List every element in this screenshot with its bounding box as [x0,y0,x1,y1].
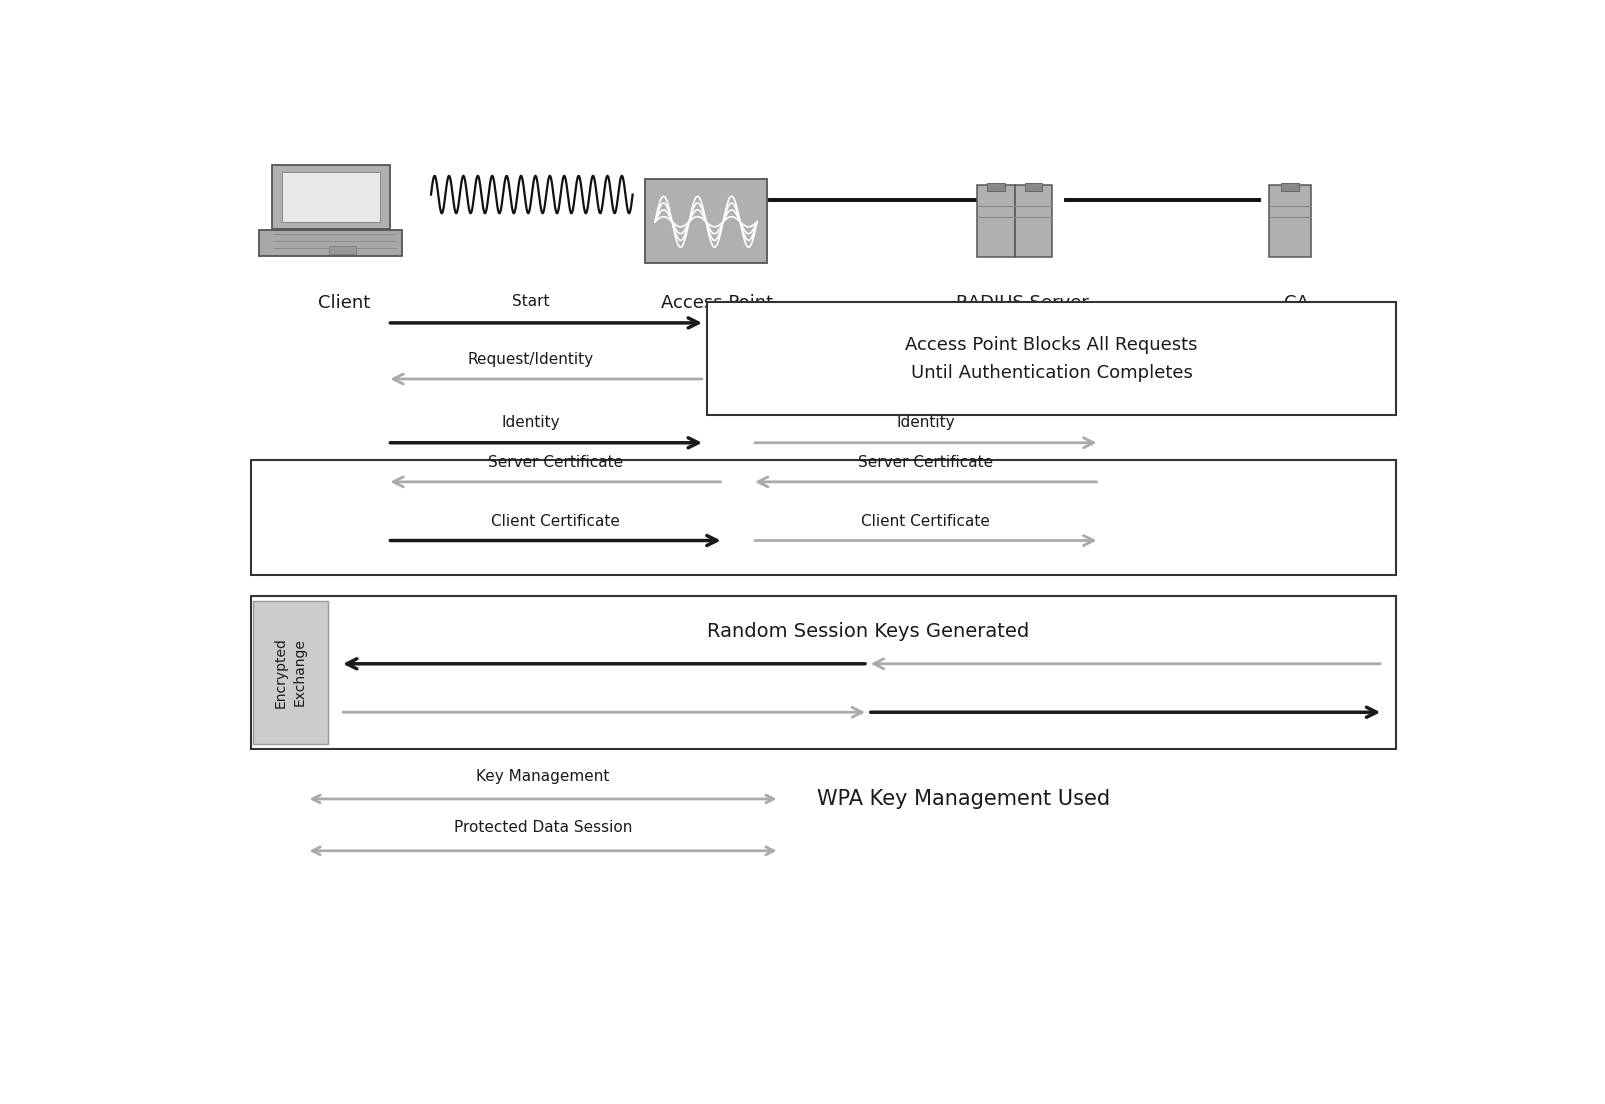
Bar [281,172,380,222]
Text: Client Certificate: Client Certificate [491,513,620,529]
Text: RADIUS Server: RADIUS Server [955,294,1088,312]
Text: CA: CA [1282,294,1308,312]
Bar [250,459,1395,574]
Bar [250,596,1395,749]
Bar [987,183,1005,191]
Text: Key Management: Key Management [477,768,610,784]
Bar [645,179,767,263]
Text: Client: Client [318,294,369,312]
Text: Random Session Keys Generated: Random Session Keys Generated [706,622,1029,641]
Bar [329,245,356,254]
Bar [258,231,403,256]
Bar [271,164,390,229]
Bar [1014,185,1051,257]
Text: Encrypted
Exchange: Encrypted Exchange [273,637,307,708]
Text: Identity: Identity [896,415,955,431]
Text: Client Certificate: Client Certificate [860,513,990,529]
Bar [1268,185,1310,257]
Bar [254,601,327,744]
Text: Access Point: Access Point [661,294,774,312]
Text: Identity: Identity [501,415,560,431]
Bar [977,185,1014,257]
Bar [1024,183,1042,191]
Bar [706,302,1395,415]
Text: Server Certificate: Server Certificate [857,455,993,470]
Text: Access Point Blocks All Requests
Until Authentication Completes: Access Point Blocks All Requests Until A… [905,336,1197,382]
Text: Protected Data Session: Protected Data Session [454,820,632,836]
Text: WPA Key Management Used: WPA Key Management Used [817,789,1109,809]
Bar [1281,183,1298,191]
Text: Request/Identity: Request/Identity [467,352,594,368]
Text: Start: Start [512,295,549,309]
Text: Server Certificate: Server Certificate [488,455,623,470]
